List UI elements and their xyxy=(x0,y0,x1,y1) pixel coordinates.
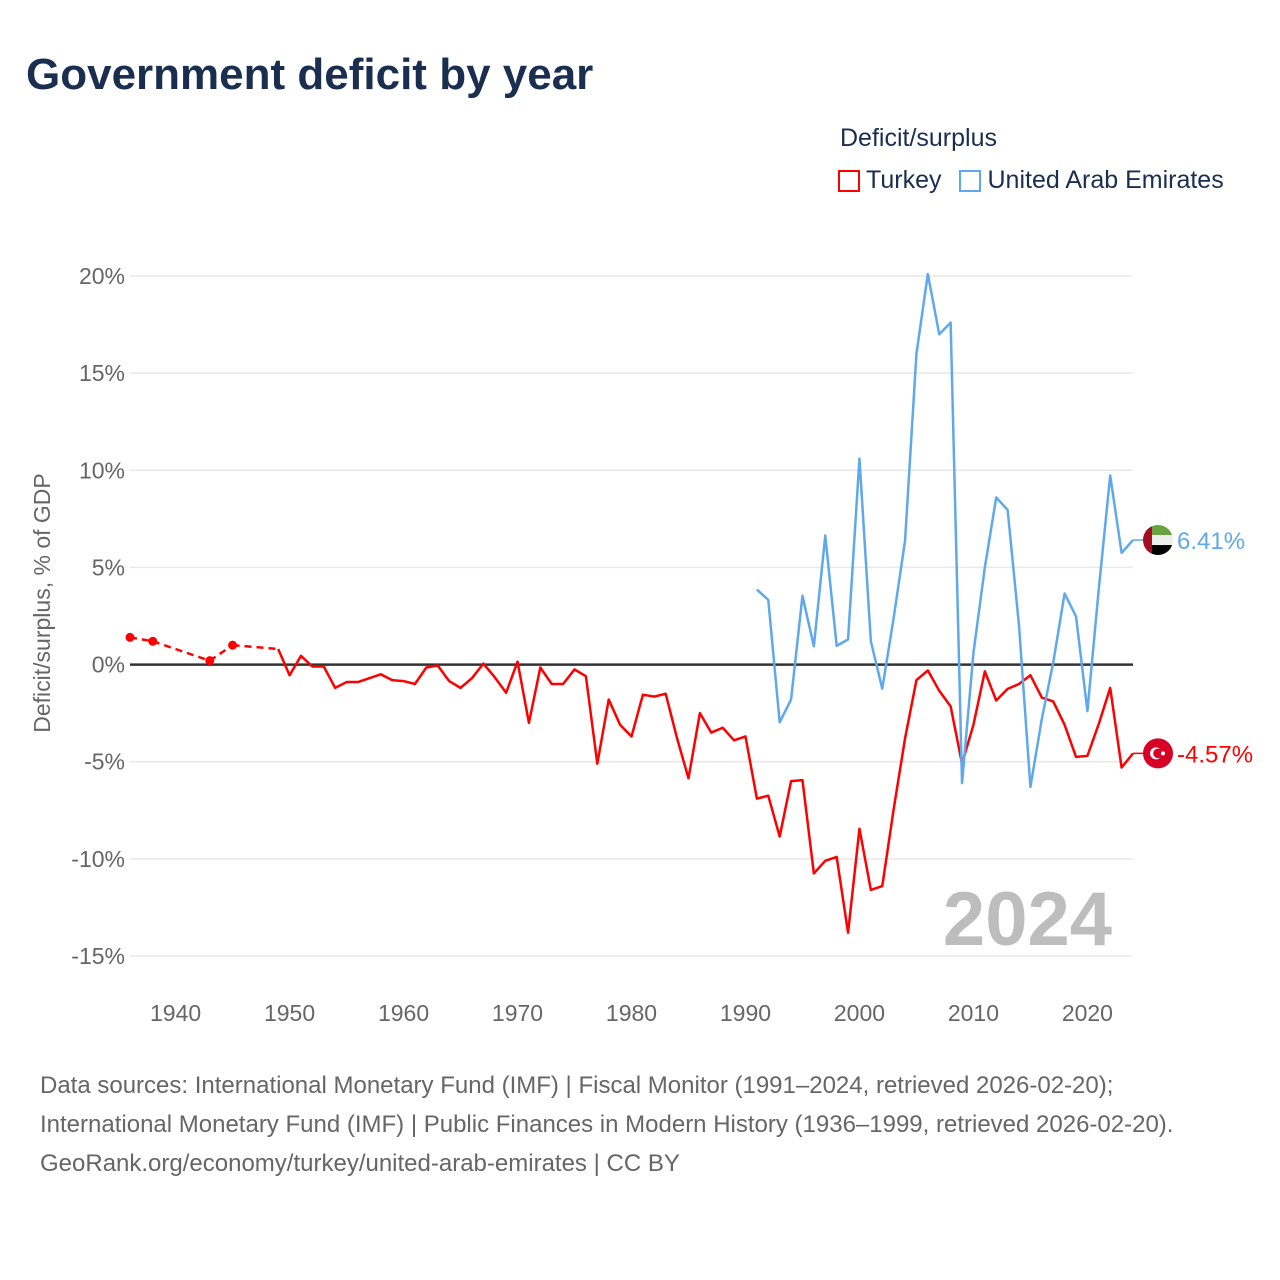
star-icon xyxy=(1161,751,1165,756)
x-tick-label: 2020 xyxy=(1062,1000,1113,1026)
footer: Data sources: International Monetary Fun… xyxy=(40,1066,1240,1183)
data-sources: Data sources: International Monetary Fun… xyxy=(40,1072,1174,1138)
legend-swatch-turkey xyxy=(838,169,860,192)
series-gap-turkey xyxy=(232,643,279,651)
data-point-turkey xyxy=(228,640,238,650)
series-line-turkey xyxy=(277,648,1134,934)
x-tick-label: 2010 xyxy=(948,1000,999,1026)
legend-item-turkey[interactable]: Turkey xyxy=(838,166,941,195)
y-axis-label: Deficit/surplus, % of GDP xyxy=(29,473,55,732)
data-point-turkey xyxy=(125,632,135,642)
end-label-uae: 6.41% xyxy=(1177,528,1245,555)
uae-flag-icon xyxy=(1143,525,1173,556)
x-tick-label: 1940 xyxy=(150,1000,201,1026)
data-point-turkey xyxy=(205,656,215,666)
y-tick-label: -5% xyxy=(84,749,125,775)
legend-item-uae[interactable]: United Arab Emirates xyxy=(959,166,1224,195)
year-watermark: 2024 xyxy=(943,877,1112,962)
legend-swatch-uae xyxy=(959,169,982,192)
y-tick-label: -10% xyxy=(71,846,125,872)
y-tick-label: 5% xyxy=(92,554,125,580)
x-tick-label: 1980 xyxy=(606,1000,657,1026)
page-title: Government deficit by year xyxy=(26,50,594,99)
legend: Turkey United Arab Emirates xyxy=(838,166,1224,195)
series-gap-turkey xyxy=(152,640,211,662)
y-tick-label: 20% xyxy=(79,263,125,289)
crescent-cut xyxy=(1153,748,1163,759)
y-tick-label: 15% xyxy=(79,360,125,386)
x-tick-label: 1990 xyxy=(720,1000,771,1026)
series-gap-turkey xyxy=(209,644,234,662)
x-tick-label: 1950 xyxy=(264,1000,315,1026)
credit-link[interactable]: GeoRank.org/economy/turkey/united-arab-e… xyxy=(40,1150,680,1177)
legend-label-turkey: Turkey xyxy=(866,166,942,194)
series-line-uae xyxy=(756,272,1134,789)
x-tick-label: 2000 xyxy=(834,1000,885,1026)
y-tick-label: -15% xyxy=(71,943,125,969)
y-tick-label: 0% xyxy=(92,652,125,678)
x-tick-label: 1960 xyxy=(378,1000,429,1026)
y-tick-label: 10% xyxy=(79,457,125,483)
x-tick-label: 1970 xyxy=(492,1000,543,1026)
legend-label-uae: United Arab Emirates xyxy=(987,166,1224,194)
data-point-turkey xyxy=(148,636,158,646)
end-label-turkey: -4.57% xyxy=(1177,741,1253,768)
legend-title: Deficit/surplus xyxy=(840,124,997,152)
